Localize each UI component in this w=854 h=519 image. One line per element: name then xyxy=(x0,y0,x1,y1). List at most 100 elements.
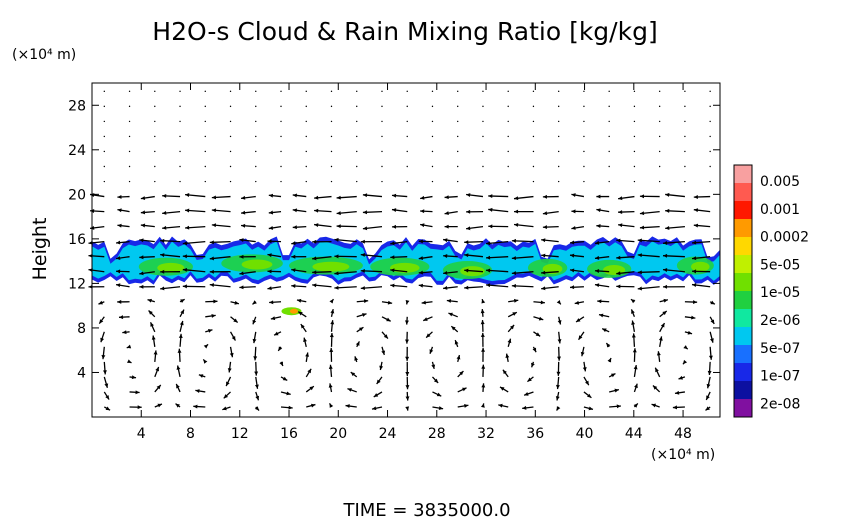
colorbar-label: 0.001 xyxy=(760,202,800,218)
wind-dot xyxy=(532,135,535,138)
wind-arrow-head xyxy=(274,331,279,336)
wind-arrow-head xyxy=(139,284,144,289)
wind-arrow-head xyxy=(334,237,339,242)
colorbar-label: 0.005 xyxy=(760,174,800,190)
wind-arrow-head xyxy=(350,372,356,377)
wind-arrow-head xyxy=(105,406,111,411)
wind-arrow-head xyxy=(362,193,368,198)
wind-dot xyxy=(154,120,156,123)
wind-dot xyxy=(305,165,307,168)
wind-arrow-head xyxy=(127,359,132,363)
wind-dot xyxy=(154,150,156,153)
wind-arrow-head xyxy=(307,368,312,374)
colorbar-swatch xyxy=(734,255,752,274)
wind-dot xyxy=(154,165,156,168)
wind-arrow-head xyxy=(418,283,423,288)
wind-arrow-head xyxy=(596,224,601,228)
wind-arrow-head xyxy=(362,313,367,317)
wind-arrow-head xyxy=(542,211,548,216)
wind-arrow-head xyxy=(148,310,153,315)
wind-dot xyxy=(608,90,610,93)
wind-dot xyxy=(507,165,509,168)
wind-arrow-head xyxy=(693,195,698,199)
wind-dot xyxy=(507,180,509,183)
wind-arrow-head xyxy=(312,256,317,261)
wind-arrow-head xyxy=(241,195,246,200)
wind-arrow-head xyxy=(569,285,575,290)
wind-arrow-head xyxy=(459,371,464,376)
wind-dot xyxy=(532,120,535,123)
wind-dot xyxy=(381,120,383,123)
wind-dot xyxy=(709,165,711,168)
wind-arrow-head xyxy=(443,238,448,243)
wind-arrow-head xyxy=(587,393,592,398)
wind-dot xyxy=(305,90,307,93)
x-tick-label: 48 xyxy=(674,426,692,442)
wind-arrow-head xyxy=(481,383,486,388)
wind-arrow-head xyxy=(288,405,293,410)
colorbar-label: 2e-06 xyxy=(760,313,800,329)
wind-arrow-head xyxy=(363,299,369,304)
wind-arrow-head xyxy=(454,340,459,345)
wind-arrow-head xyxy=(345,404,350,409)
wind-dot xyxy=(381,105,383,108)
x-tick-label: 8 xyxy=(186,426,195,442)
wind-dot xyxy=(229,150,232,153)
wind-arrow-head xyxy=(291,268,296,273)
wind-arrow-head xyxy=(328,364,333,369)
wind-arrow-head xyxy=(360,268,365,273)
wind-arrow-head xyxy=(527,377,532,382)
wind-arrow-head xyxy=(555,396,560,401)
wind-arrow-head xyxy=(637,238,642,243)
wind-arrow-head xyxy=(309,386,314,391)
wind-arrow-head xyxy=(182,284,187,289)
wind-arrow-head xyxy=(156,384,161,390)
wind-arrow-head xyxy=(312,239,317,244)
wind-arrow-head xyxy=(420,223,425,228)
wind-arrow-head xyxy=(556,300,561,305)
wind-dot xyxy=(330,105,333,108)
wind-dot xyxy=(507,105,509,108)
wind-dot xyxy=(103,120,106,123)
wind-dot xyxy=(709,105,711,108)
wind-dot xyxy=(255,120,257,123)
wind-arrow-head xyxy=(117,223,122,228)
wind-arrow-head xyxy=(116,269,121,274)
wind-dot xyxy=(154,90,156,93)
wind-arrow-head xyxy=(658,336,663,341)
wind-dot xyxy=(608,105,610,108)
wind-dot xyxy=(532,180,535,183)
wind-arrow-head xyxy=(514,223,519,227)
wind-dot xyxy=(356,105,358,108)
y-unit-label: (×10⁴ m) xyxy=(12,47,76,63)
wind-arrow-head xyxy=(687,330,693,335)
wind-arrow-head xyxy=(268,193,274,198)
wind-arrow-head xyxy=(137,405,142,410)
wind-arrow-head xyxy=(269,300,274,305)
colorbar-label: 5e-07 xyxy=(760,341,800,357)
wind-arrow-head xyxy=(140,196,146,200)
wind-vector-field xyxy=(88,90,716,411)
wind-dot xyxy=(684,180,686,183)
wind-dot xyxy=(406,150,408,153)
wind-arrow-head xyxy=(707,370,712,376)
wind-arrow-head xyxy=(639,211,645,216)
wind-arrow-head xyxy=(303,337,307,342)
wind-arrow-head xyxy=(451,326,456,331)
wind-arrow-head xyxy=(182,254,187,259)
wind-dot xyxy=(330,135,333,138)
wind-dot xyxy=(583,120,585,123)
wind-arrow-head xyxy=(571,226,576,230)
wind-arrow-head xyxy=(710,300,715,305)
wind-dot xyxy=(280,150,282,153)
wind-arrow-head xyxy=(618,210,623,214)
wind-arrow-head xyxy=(358,327,364,332)
wind-arrow-head xyxy=(488,224,493,229)
colorbar-swatch xyxy=(734,273,752,292)
wind-arrow-head xyxy=(267,253,272,258)
wind-dot xyxy=(457,165,459,168)
wind-dot xyxy=(204,90,206,93)
wind-arrow-head xyxy=(139,238,144,243)
wind-arrow-head xyxy=(448,312,453,317)
wind-dot xyxy=(709,180,711,183)
